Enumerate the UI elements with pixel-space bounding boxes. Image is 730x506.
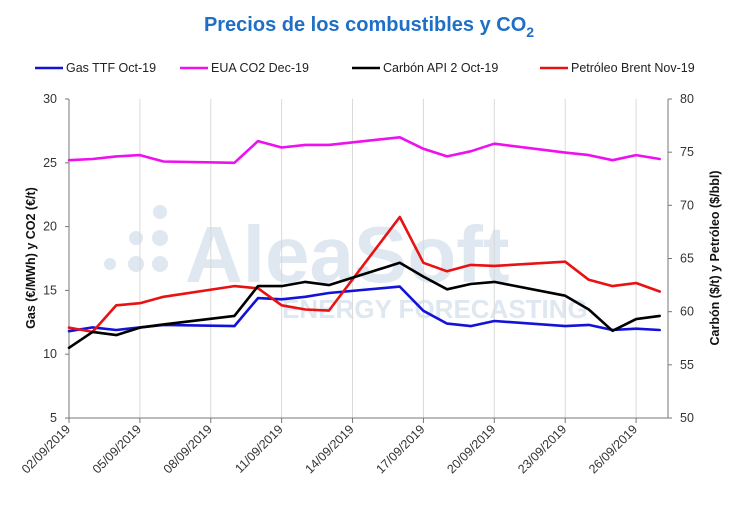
- series-line-1: [67, 136, 662, 165]
- y-left-tick-label: 15: [43, 283, 57, 297]
- legend: Gas TTF Oct-19 EUA CO2 Dec-19 Carbón API 2…: [35, 61, 695, 75]
- y-left-tick-label: 25: [43, 156, 57, 170]
- series-line-2: [67, 261, 662, 350]
- y-left-tick-label: 10: [43, 347, 57, 361]
- legend-label: Carbón API 2 Oct-19: [383, 61, 498, 75]
- y-right-tick-label: 80: [680, 92, 694, 106]
- legend-label: Petróleo Brent Nov-19: [571, 61, 695, 75]
- x-tick-label: 14/09/2019: [303, 422, 357, 476]
- x-tick-label: 08/09/2019: [161, 422, 215, 476]
- y-right-tick-label: 75: [680, 145, 694, 159]
- x-tick-label: 26/09/2019: [586, 422, 640, 476]
- y-left-tick-label: 20: [43, 220, 57, 234]
- chart-title: Precios de los combustibles y CO2: [204, 14, 534, 40]
- watermark-logo: AleaSoft ENERGY FORECASTING: [104, 205, 588, 324]
- legend-label: Gas TTF Oct-19: [66, 61, 156, 75]
- x-tick-label: 11/09/2019: [232, 422, 286, 476]
- y-left-tick-label: 5: [50, 411, 57, 425]
- watermark-tagline: ENERGY FORECASTING: [282, 294, 588, 324]
- y-right-tick-label: 70: [680, 198, 694, 212]
- x-tick-label: 17/09/2019: [373, 422, 427, 476]
- y-right-tick-label: 60: [680, 305, 694, 319]
- y-axis-right-title: Carbón ($/t) y Petróleo ($/bbl): [708, 170, 722, 345]
- x-tick-label: 23/09/2019: [515, 422, 569, 476]
- plot-lines: [67, 136, 662, 350]
- y-axis-left-title: Gas (€/MWh) y CO2 (€/t): [24, 187, 38, 329]
- legend-label: EUA CO2 Dec-19: [211, 61, 309, 75]
- x-tick-label: 05/09/2019: [90, 422, 144, 476]
- series-line-3: [67, 215, 662, 334]
- y-left-tick-label: 30: [43, 92, 57, 106]
- x-tick-label: 02/09/2019: [19, 422, 73, 476]
- y-right-tick-label: 55: [680, 358, 694, 372]
- y-right-tick-label: 50: [680, 411, 694, 425]
- watermark-name: AleaSoft: [185, 210, 510, 299]
- grid: [68, 99, 637, 418]
- x-tick-label: 20/09/2019: [444, 422, 498, 476]
- y-right-tick-label: 65: [680, 252, 694, 266]
